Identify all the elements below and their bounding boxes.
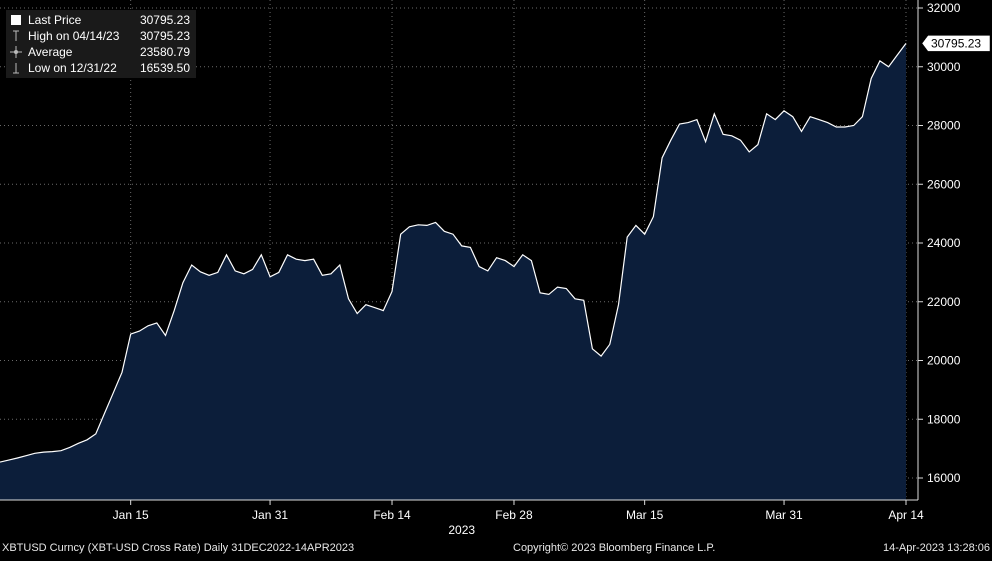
price-line <box>0 43 907 463</box>
legend-row-last-price: Last Price 30795.23 <box>10 12 190 28</box>
x-tick-label: Mar 15 <box>626 508 664 522</box>
y-tick-label: 16000 <box>927 471 961 485</box>
legend-row-high: High on 04/14/23 30795.23 <box>10 28 190 44</box>
y-tick-label: 28000 <box>927 119 961 133</box>
y-tick-label: 24000 <box>927 236 961 250</box>
y-tick-label: 22000 <box>927 295 961 309</box>
last-price-tag-text: 30795.23 <box>931 36 981 50</box>
legend-value: 30795.23 <box>139 29 190 43</box>
x-tick-label: Feb 14 <box>373 508 411 522</box>
y-tick-label: 30000 <box>927 60 961 74</box>
legend-label: Average <box>28 45 73 59</box>
average-marker-icon <box>10 46 22 58</box>
legend-row-average: Average 23580.79 <box>10 44 190 60</box>
x-tick-label: Mar 31 <box>765 508 803 522</box>
legend-row-low: Low on 12/31/22 16539.50 <box>10 60 190 76</box>
x-tick-label: Jan 31 <box>252 508 288 522</box>
legend-value: 30795.23 <box>139 13 190 27</box>
price-area <box>0 43 906 501</box>
y-tick-label: 32000 <box>927 1 961 15</box>
legend-value: 23580.79 <box>139 45 190 59</box>
legend-box: Last Price 30795.23 High on 04/14/23 307… <box>6 10 196 78</box>
legend-label: Last Price <box>28 13 82 27</box>
footer-copyright: Copyright© 2023 Bloomberg Finance L.P. <box>513 542 716 554</box>
legend-value: 16539.50 <box>139 61 190 75</box>
legend-label: Low on 12/31/22 <box>28 61 117 75</box>
filled-square-icon <box>10 14 22 26</box>
x-year-label: 2023 <box>448 523 475 537</box>
y-tick-label: 20000 <box>927 354 961 368</box>
x-tick-label: Jan 15 <box>113 508 149 522</box>
x-tick-label: Feb 28 <box>495 508 533 522</box>
low-marker-icon <box>10 62 22 74</box>
footer-security-info: XBTUSD Curncy (XBT-USD Cross Rate) Daily… <box>2 542 355 554</box>
last-price-tag: 30795.23 <box>921 35 991 52</box>
y-tick-label: 26000 <box>927 177 961 191</box>
y-tick-label: 18000 <box>927 412 961 426</box>
high-marker-icon <box>10 30 22 42</box>
last-price-tag-shape <box>921 35 991 52</box>
axis-layer: 16000 18000 20000 22000 24000 26000 28000 30000… <box>0 0 961 537</box>
legend-label: High on 04/14/23 <box>28 29 120 43</box>
x-tick-label: Apr 14 <box>888 508 924 522</box>
footer-timestamp: 14-Apr-2023 13:28:06 <box>882 542 990 554</box>
